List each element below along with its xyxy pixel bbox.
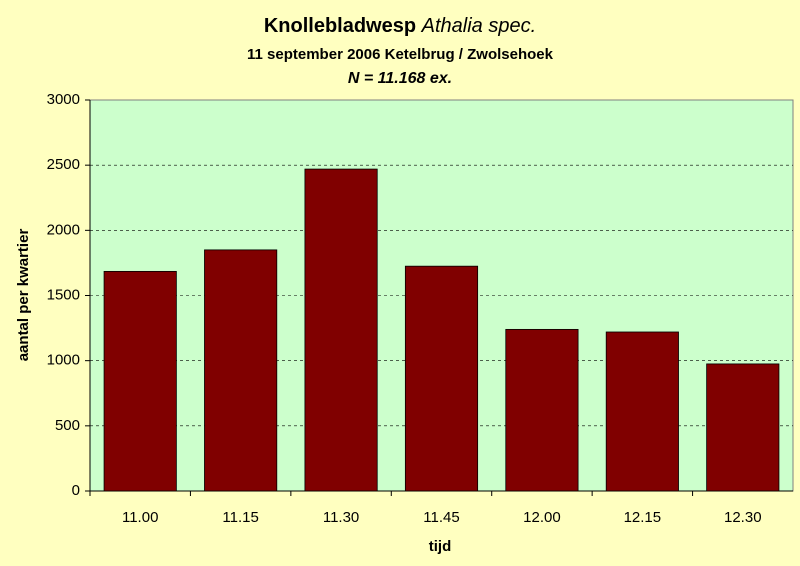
x-tick-label: 12.00 [523,509,561,526]
bar [605,331,679,492]
y-tick-label: 0 [72,482,80,499]
y-tick-label: 1500 [47,286,80,303]
bar [505,328,579,492]
y-tick-label: 2500 [47,156,80,173]
x-tick-label: 12.30 [724,509,762,526]
chart-title: Knollebladwesp Athalia spec. [264,15,536,37]
bar [103,270,177,492]
bar [404,265,479,492]
title-species: Athalia spec. [421,15,537,37]
x-axis-label: tijd [429,538,452,555]
bar [304,168,378,492]
x-tick-label: 11.15 [222,509,258,526]
chart-subtitle: 11 september 2006 Ketelbrug / Zwolsehoek [247,46,554,63]
bar [706,363,780,492]
chart-note: N = 11.168 ex. [348,70,452,87]
x-tick-label: 11.00 [122,509,158,526]
bar [204,249,278,492]
y-tick-label: 2000 [47,221,80,238]
y-tick-label: 500 [55,417,80,434]
y-tick-label: 1000 [47,352,80,369]
y-axis-label: aantal per kwartier [15,229,32,362]
y-tick-label: 3000 [47,91,80,108]
x-tick-label: 11.45 [423,509,459,526]
title-name: Knollebladwesp [264,15,416,37]
x-tick-label: 11.30 [323,509,359,526]
x-tick-label: 12.15 [624,509,662,526]
